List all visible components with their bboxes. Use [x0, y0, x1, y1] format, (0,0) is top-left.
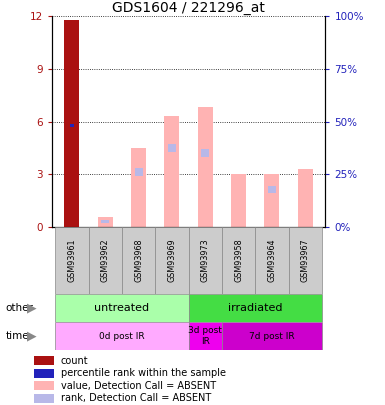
FancyBboxPatch shape — [255, 227, 289, 294]
Text: ▶: ▶ — [27, 330, 36, 343]
Text: GSM93969: GSM93969 — [167, 239, 176, 282]
FancyBboxPatch shape — [222, 227, 255, 294]
Text: GSM93961: GSM93961 — [67, 239, 77, 282]
Bar — [231, 174, 246, 227]
Bar — [34, 369, 54, 378]
Bar — [168, 144, 176, 152]
FancyBboxPatch shape — [222, 322, 322, 350]
FancyBboxPatch shape — [155, 227, 189, 294]
Text: GSM93962: GSM93962 — [101, 239, 110, 282]
FancyBboxPatch shape — [55, 322, 189, 350]
Text: value, Detection Call = ABSENT: value, Detection Call = ABSENT — [61, 381, 216, 390]
FancyBboxPatch shape — [189, 227, 222, 294]
Text: irradiated: irradiated — [228, 303, 283, 313]
Bar — [298, 169, 313, 227]
Bar — [64, 20, 79, 227]
FancyBboxPatch shape — [122, 227, 155, 294]
Text: GSM93973: GSM93973 — [201, 239, 210, 282]
Bar — [101, 220, 109, 223]
Bar — [201, 149, 209, 157]
Text: 0d post IR: 0d post IR — [99, 332, 145, 341]
Text: ▶: ▶ — [27, 301, 36, 314]
Text: count: count — [61, 356, 89, 366]
Bar — [131, 148, 146, 227]
Bar — [34, 381, 54, 390]
Bar — [264, 174, 280, 227]
FancyBboxPatch shape — [55, 227, 89, 294]
FancyBboxPatch shape — [189, 294, 322, 322]
Bar — [134, 168, 143, 176]
Text: GSM93964: GSM93964 — [268, 239, 276, 282]
Text: other: other — [6, 303, 33, 313]
Bar — [70, 124, 74, 128]
Bar — [164, 116, 179, 227]
Text: time: time — [6, 331, 29, 341]
Text: GSM93967: GSM93967 — [301, 239, 310, 282]
Text: 7d post IR: 7d post IR — [249, 332, 295, 341]
Bar — [34, 356, 54, 365]
Text: percentile rank within the sample: percentile rank within the sample — [61, 369, 226, 378]
Text: GSM93958: GSM93958 — [234, 239, 243, 282]
Text: untreated: untreated — [94, 303, 149, 313]
Text: GSM93968: GSM93968 — [134, 239, 143, 282]
FancyBboxPatch shape — [189, 322, 222, 350]
FancyBboxPatch shape — [55, 294, 189, 322]
Bar — [268, 185, 276, 194]
Bar — [34, 394, 54, 403]
Title: GDS1604 / 221296_at: GDS1604 / 221296_at — [112, 1, 265, 15]
Bar — [98, 217, 113, 227]
FancyBboxPatch shape — [89, 227, 122, 294]
Text: rank, Detection Call = ABSENT: rank, Detection Call = ABSENT — [61, 393, 211, 403]
Bar — [198, 107, 213, 227]
Text: 3d post
IR: 3d post IR — [188, 326, 222, 346]
FancyBboxPatch shape — [289, 227, 322, 294]
